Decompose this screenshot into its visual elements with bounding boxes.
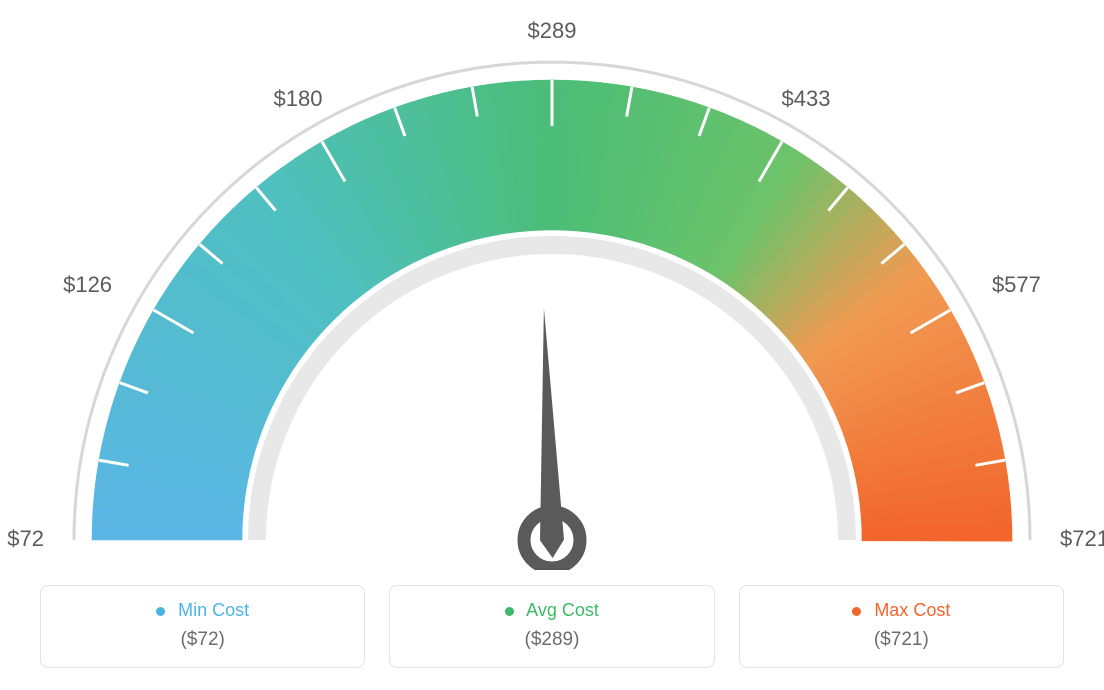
dot-icon (505, 607, 514, 616)
legend-label: Max Cost (874, 600, 950, 620)
gauge-svg: $72 $126 $180 $289 $433 $577 $721 (0, 0, 1104, 570)
svg-text:$126: $126 (63, 272, 112, 297)
legend-value-max: ($721) (750, 629, 1053, 651)
legend-title-min: Min Cost (51, 600, 354, 621)
legend-value-min: ($72) (51, 629, 354, 651)
legend: Min Cost ($72) Avg Cost ($289) Max Cost … (40, 585, 1064, 668)
legend-label: Min Cost (178, 600, 249, 620)
svg-text:$577: $577 (992, 272, 1041, 297)
dot-icon (852, 607, 861, 616)
svg-text:$721: $721 (1060, 526, 1104, 551)
legend-title-max: Max Cost (750, 600, 1053, 621)
svg-text:$433: $433 (782, 86, 831, 111)
svg-text:$72: $72 (7, 526, 44, 551)
gauge: $72 $126 $180 $289 $433 $577 $721 (0, 0, 1104, 570)
svg-text:$180: $180 (274, 86, 323, 111)
legend-label: Avg Cost (526, 600, 599, 620)
legend-title-avg: Avg Cost (400, 600, 703, 621)
svg-text:$289: $289 (528, 18, 577, 43)
legend-box-max: Max Cost ($721) (739, 585, 1064, 668)
dot-icon (156, 607, 165, 616)
legend-value-avg: ($289) (400, 629, 703, 651)
legend-box-avg: Avg Cost ($289) (389, 585, 714, 668)
legend-box-min: Min Cost ($72) (40, 585, 365, 668)
